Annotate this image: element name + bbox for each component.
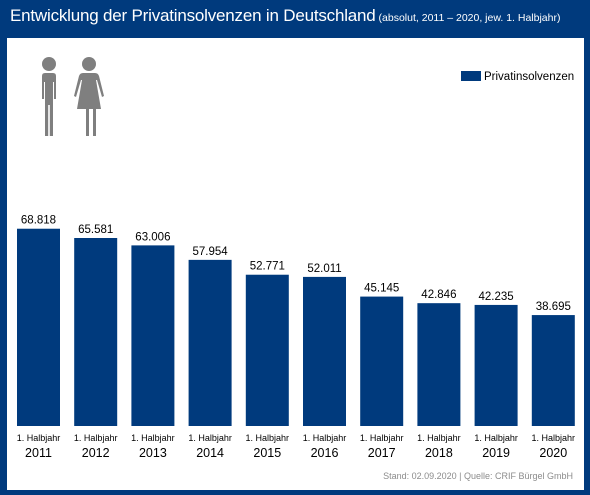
bar-value-label: 68.818: [21, 215, 56, 227]
bar-value-label: 65.581: [78, 224, 113, 236]
bar-value-label: 38.695: [536, 301, 571, 313]
bar-2020: [531, 315, 575, 426]
chart-title-bar: Entwicklung der Privatinsolvenzen in Deu…: [10, 6, 585, 36]
bar-2018: [417, 303, 461, 426]
source-note: Stand: 02.09.2020 | Quelle: CRIF Bürgel …: [383, 471, 573, 481]
x-tick-sublabel: 1. Halbjahr: [246, 433, 290, 443]
legend-swatch: [461, 71, 481, 81]
x-tick-label: 2018: [425, 446, 453, 460]
x-tick-sublabel: 1. Halbjahr: [74, 433, 118, 443]
bars-layer: 68.818 1. Halbjahr 2011 65.581 1. Halbjahr 20…: [17, 215, 575, 460]
x-tick-label: 2012: [82, 446, 110, 460]
chart-legend: Privatinsolvenzen: [461, 71, 574, 83]
legend-label: Privatinsolvenzen: [484, 71, 574, 83]
x-tick-sublabel: 1. Halbjahr: [417, 433, 461, 443]
bar-2011: [17, 228, 60, 426]
x-tick-sublabel: 1. Halbjahr: [303, 433, 347, 443]
bar-2016: [303, 276, 346, 426]
chart-subtitle: (absolut, 2011 – 2020, jew. 1. Halbjahr): [378, 12, 561, 24]
x-tick-label: 2011: [25, 446, 52, 460]
x-tick-label: 2016: [311, 446, 339, 460]
x-tick-sublabel: 1. Halbjahr: [532, 433, 576, 443]
bar-value-label: 52.771: [250, 261, 285, 273]
x-tick-label: 2019: [482, 446, 510, 460]
bar-value-label: 57.954: [193, 246, 229, 258]
x-tick-sublabel: 1. Halbjahr: [474, 433, 518, 443]
x-tick-sublabel: 1. Halbjahr: [188, 433, 232, 443]
bar-2019: [474, 304, 518, 426]
female-person-icon: [74, 57, 104, 136]
bar-value-label: 45.145: [364, 283, 399, 295]
chart-panel: Privatinsolvenzen 68.818 1. Halbjahr 2011 6…: [7, 38, 584, 490]
bar-2017: [360, 296, 404, 426]
x-tick-sublabel: 1. Halbjahr: [360, 433, 404, 443]
bar-2012: [74, 238, 118, 426]
bar-value-label: 42.235: [479, 291, 514, 303]
bar-2014: [188, 259, 232, 426]
x-tick-label: 2013: [139, 446, 167, 460]
chart-title: Entwicklung der Privatinsolvenzen in Deu…: [10, 6, 376, 25]
bar-value-label: 63.006: [135, 231, 170, 243]
bar-2013: [131, 245, 175, 426]
x-tick-label: 2015: [253, 446, 281, 460]
male-person-icon: [42, 57, 56, 136]
x-tick-sublabel: 1. Halbjahr: [131, 433, 175, 443]
bar-value-label: 42.846: [421, 289, 456, 301]
x-tick-label: 2014: [196, 446, 224, 460]
x-tick-label: 2017: [368, 446, 396, 460]
bar-2015: [245, 274, 289, 426]
x-tick-label: 2020: [539, 446, 567, 460]
bar-value-label: 52.011: [307, 263, 341, 275]
x-tick-sublabel: 1. Halbjahr: [17, 433, 61, 443]
